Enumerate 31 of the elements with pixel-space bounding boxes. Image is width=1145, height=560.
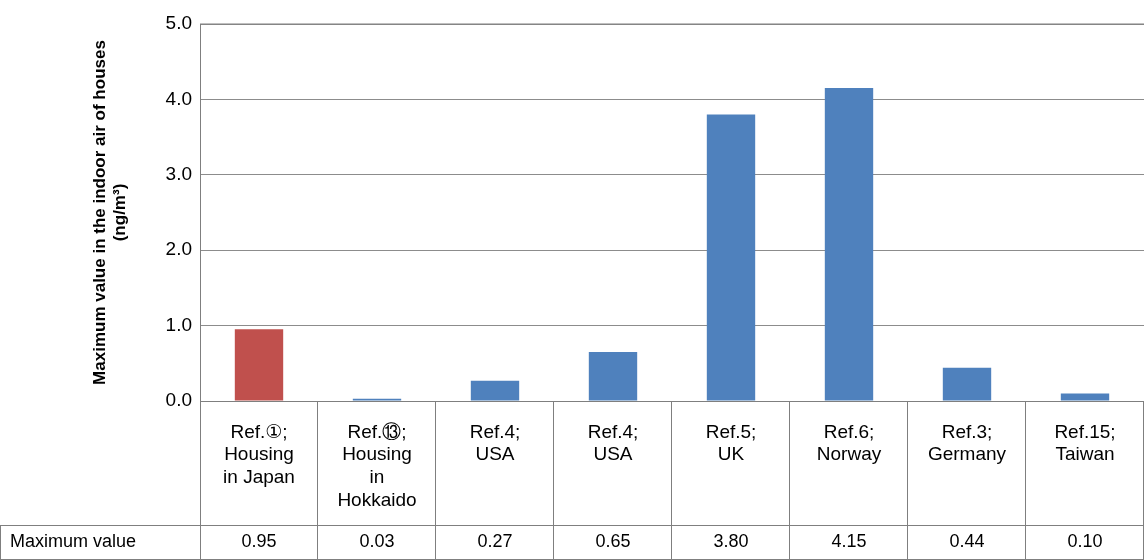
text: Maximum value bbox=[10, 531, 137, 552]
data-label: 0.44 bbox=[949, 531, 985, 552]
data-label: 0.27 bbox=[477, 531, 513, 552]
x-tick-label: Ref.15; Taiwan bbox=[1054, 420, 1116, 465]
x-tick-label: Ref.3; Germany bbox=[927, 420, 1007, 465]
y-tick-label: 3.0 bbox=[165, 163, 192, 185]
data-label: 3.80 bbox=[713, 531, 749, 552]
x-tick-label: Ref.6; Norway bbox=[816, 420, 882, 465]
x-tick-label: Ref.5; UK bbox=[705, 420, 757, 465]
data-label: 0.10 bbox=[1067, 531, 1103, 552]
x-tick-label: Ref.4; USA bbox=[587, 420, 639, 465]
bar bbox=[470, 380, 520, 401]
y-tick-label: 4.0 bbox=[165, 87, 192, 109]
data-label: 0.65 bbox=[595, 531, 631, 552]
data-label: 0.95 bbox=[241, 531, 277, 552]
bar bbox=[942, 367, 992, 401]
bar bbox=[706, 114, 756, 401]
data-label: 0.03 bbox=[359, 531, 395, 552]
bar bbox=[1060, 393, 1110, 401]
y-tick-label: 5.0 bbox=[165, 12, 192, 34]
data-label: 4.15 bbox=[831, 531, 867, 552]
bar bbox=[588, 351, 638, 401]
x-tick-label: Ref.4; USA bbox=[469, 420, 521, 465]
y-tick-label: 2.0 bbox=[165, 238, 192, 260]
x-tick-label: Ref.①; Housing in Japan bbox=[223, 420, 295, 488]
x-tick-label: Ref.⑬; Housing in Hokkaido bbox=[337, 420, 417, 511]
y-tick-label: 0.0 bbox=[165, 389, 192, 411]
y-tick-label: 1.0 bbox=[165, 313, 192, 335]
bar bbox=[824, 88, 874, 401]
y-axis-title: Maximum value in the indoor air of houses (ng/m³) bbox=[89, 40, 130, 385]
bar bbox=[234, 329, 284, 401]
